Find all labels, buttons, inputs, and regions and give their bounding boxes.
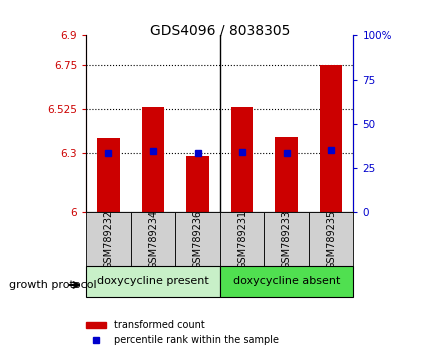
Text: growth protocol: growth protocol — [9, 280, 96, 290]
Bar — [319, 65, 341, 212]
Text: GSM789231: GSM789231 — [237, 209, 246, 269]
Bar — [308, 212, 353, 266]
Legend: transformed count, percentile rank within the sample: transformed count, percentile rank withi… — [82, 316, 282, 349]
Text: doxycycline absent: doxycycline absent — [232, 276, 340, 286]
Text: GSM789233: GSM789233 — [281, 209, 291, 269]
Bar — [219, 266, 353, 297]
Text: GSM789232: GSM789232 — [103, 209, 113, 269]
Text: doxycycline present: doxycycline present — [97, 276, 209, 286]
Bar — [86, 266, 219, 297]
Bar — [186, 156, 208, 212]
Bar — [97, 138, 119, 212]
Text: GDS4096 / 8038305: GDS4096 / 8038305 — [149, 23, 289, 37]
Bar — [130, 212, 175, 266]
Bar — [264, 212, 308, 266]
Bar — [141, 107, 164, 212]
Bar — [230, 107, 253, 212]
Text: GSM789234: GSM789234 — [147, 209, 158, 269]
Bar — [275, 137, 297, 212]
Bar — [86, 212, 130, 266]
Bar — [219, 212, 264, 266]
Bar — [175, 212, 219, 266]
Text: GSM789236: GSM789236 — [192, 209, 202, 269]
Text: GSM789235: GSM789235 — [326, 209, 335, 269]
